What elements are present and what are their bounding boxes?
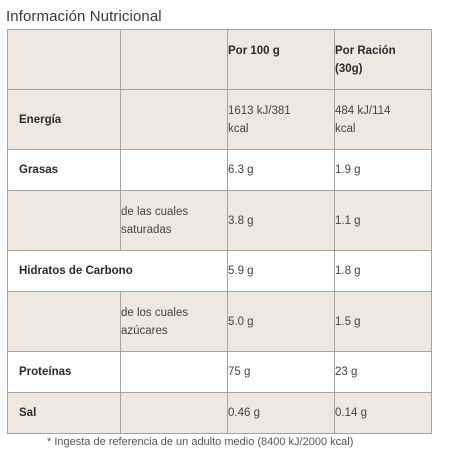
row-serving-line1: 484 kJ/114 [335, 104, 391, 117]
row-serving-cell: 1.1 g [334, 190, 432, 251]
table-row-hidratos: Hidratos de Carbono 5.9 g 1.8 g [7, 250, 432, 292]
header-serving: Por Ración (30g) [334, 29, 432, 90]
header-serving-label-line2: (30g) [335, 63, 363, 75]
header-spacer-cell [120, 29, 228, 90]
row-label-empty [7, 291, 121, 352]
header-serving-label-line1: Por Ración [335, 45, 396, 57]
row-sub-cell [120, 149, 228, 191]
header-per100: Por 100 g [227, 29, 335, 90]
row-serving-cell: 1.9 g [334, 149, 432, 191]
row-sub-line1: de los cuales [121, 306, 189, 319]
row-per100-cell: 0.46 g [227, 392, 335, 434]
row-serving-cell: 1.5 g [334, 291, 432, 352]
header-per100-label: Por 100 g [228, 45, 280, 57]
header-empty-cell [7, 29, 121, 90]
table-header-row: Por 100 g Por Ración (30g) [7, 29, 432, 90]
row-label-empty [7, 190, 121, 251]
row-per100-line2: kcal [228, 122, 249, 135]
row-sub-line2: saturadas [121, 223, 172, 236]
reference-footnote: * Ingesta de referencia de un adulto med… [47, 436, 354, 448]
row-serving-cell: 484 kJ/114 kcal [334, 89, 432, 150]
row-per100-cell: 75 g [227, 351, 335, 393]
row-per100-cell: 6.3 g [227, 149, 335, 191]
row-per100-cell: 1613 kJ/381 kcal [227, 89, 335, 150]
row-serving-cell: 0.14 g [334, 392, 432, 434]
row-sub-cell: de los cuales azúcares [120, 291, 228, 352]
row-per100-cell: 3.8 g [227, 190, 335, 251]
row-serving-cell: 1.8 g [334, 250, 432, 292]
nutrition-table: Por 100 g Por Ración (30g) Energía 1613 … [7, 29, 432, 434]
row-sub-cell: de las cuales saturadas [120, 190, 228, 251]
row-sub-cell [120, 392, 228, 434]
table-row-proteinas: Proteínas 75 g 23 g [7, 351, 432, 393]
row-serving-cell: 23 g [334, 351, 432, 393]
table-row-saturadas: de las cuales saturadas 3.8 g 1.1 g [7, 190, 432, 251]
row-sub-line2: azúcares [121, 324, 168, 337]
row-sub-cell [120, 89, 228, 150]
table-row-energia: Energía 1613 kJ/381 kcal 484 kJ/114 kcal [7, 89, 432, 150]
row-per100-line1: 1613 kJ/381 [228, 104, 291, 117]
row-sub-line1: de las cuales [121, 205, 189, 218]
row-per100-cell: 5.0 g [227, 291, 335, 352]
row-label: Proteínas [7, 351, 121, 393]
row-serving-line2: kcal [335, 122, 356, 135]
section-title: Información Nutricional [6, 8, 162, 25]
row-label: Hidratos de Carbono [7, 250, 228, 292]
table-row-sal: Sal 0.46 g 0.14 g [7, 392, 432, 434]
row-label: Energía [7, 89, 121, 150]
row-sub-cell [120, 351, 228, 393]
row-per100-cell: 5.9 g [227, 250, 335, 292]
table-row-azucares: de los cuales azúcares 5.0 g 1.5 g [7, 291, 432, 352]
row-label: Grasas [7, 149, 121, 191]
row-label: Sal [7, 392, 121, 434]
table-row-grasas: Grasas 6.3 g 1.9 g [7, 149, 432, 191]
